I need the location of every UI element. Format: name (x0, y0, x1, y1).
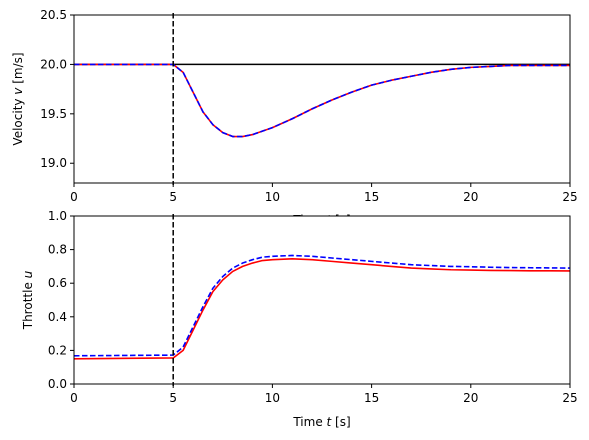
velocity-y-axis-label: Velocity v [m/s] (11, 52, 25, 145)
throttle-series-dashed-blue (74, 254, 570, 357)
throttle-x-tick-label: 20 (463, 391, 478, 405)
throttle-y-tick-label: 0.4 (48, 310, 67, 324)
throttle-series-group (74, 254, 570, 360)
velocity-x-tick-label: 25 (562, 190, 577, 204)
throttle-x-tick-label: 25 (562, 391, 577, 405)
throttle-ticks: 0 5 10 15 20 25 0.0 0.2 0.4 0.6 0.8 1.0 (48, 209, 578, 405)
throttle-panel: 0 5 10 15 20 250.00.20.40.60.81.0 Time t [s] … (21, 209, 578, 429)
velocity-y-tick-label: 20.0 (40, 57, 67, 71)
throttle-x-tick-label: 10 (265, 391, 280, 405)
velocity-y-tick-label: 19.0 (40, 156, 67, 170)
throttle-y-axis-label: Throttle u (21, 270, 35, 330)
throttle-x-tick-label: 5 (169, 391, 177, 405)
velocity-plot-frame (73, 14, 571, 184)
throttle-y-tick-label: 0.2 (48, 343, 67, 357)
velocity-x-tick-label: 0 (70, 190, 78, 204)
throttle-x-tick-label: 15 (364, 391, 379, 405)
velocity-x-tick-label: 20 (463, 190, 478, 204)
throttle-x-axis-label: Time t [s] (292, 415, 350, 429)
velocity-y-tick-label: 20.5 (40, 8, 67, 22)
throttle-y-tick-label: 0.8 (48, 243, 67, 257)
velocity-series-dashed-blue (74, 63, 570, 138)
throttle-y-tick-label: 0.6 (48, 276, 67, 290)
velocity-x-tick-label: 5 (169, 190, 177, 204)
throttle-y-tick-label: 1.0 (48, 209, 67, 223)
velocity-y-tick-label: 19.5 (40, 107, 67, 121)
throttle-series-solid-red (74, 258, 570, 360)
velocity-ticks: 0 5 10 15 20 25 19.0 19.5 20.0 20.5 (40, 8, 577, 204)
throttle-x-tick-label: 0 (70, 391, 78, 405)
velocity-x-tick-label: 10 (265, 190, 280, 204)
throttle-y-tick-label: 0.0 (48, 377, 67, 391)
velocity-x-tick-label: 15 (364, 190, 379, 204)
throttle-plot-frame (73, 215, 571, 385)
velocity-series-group (74, 63, 570, 138)
